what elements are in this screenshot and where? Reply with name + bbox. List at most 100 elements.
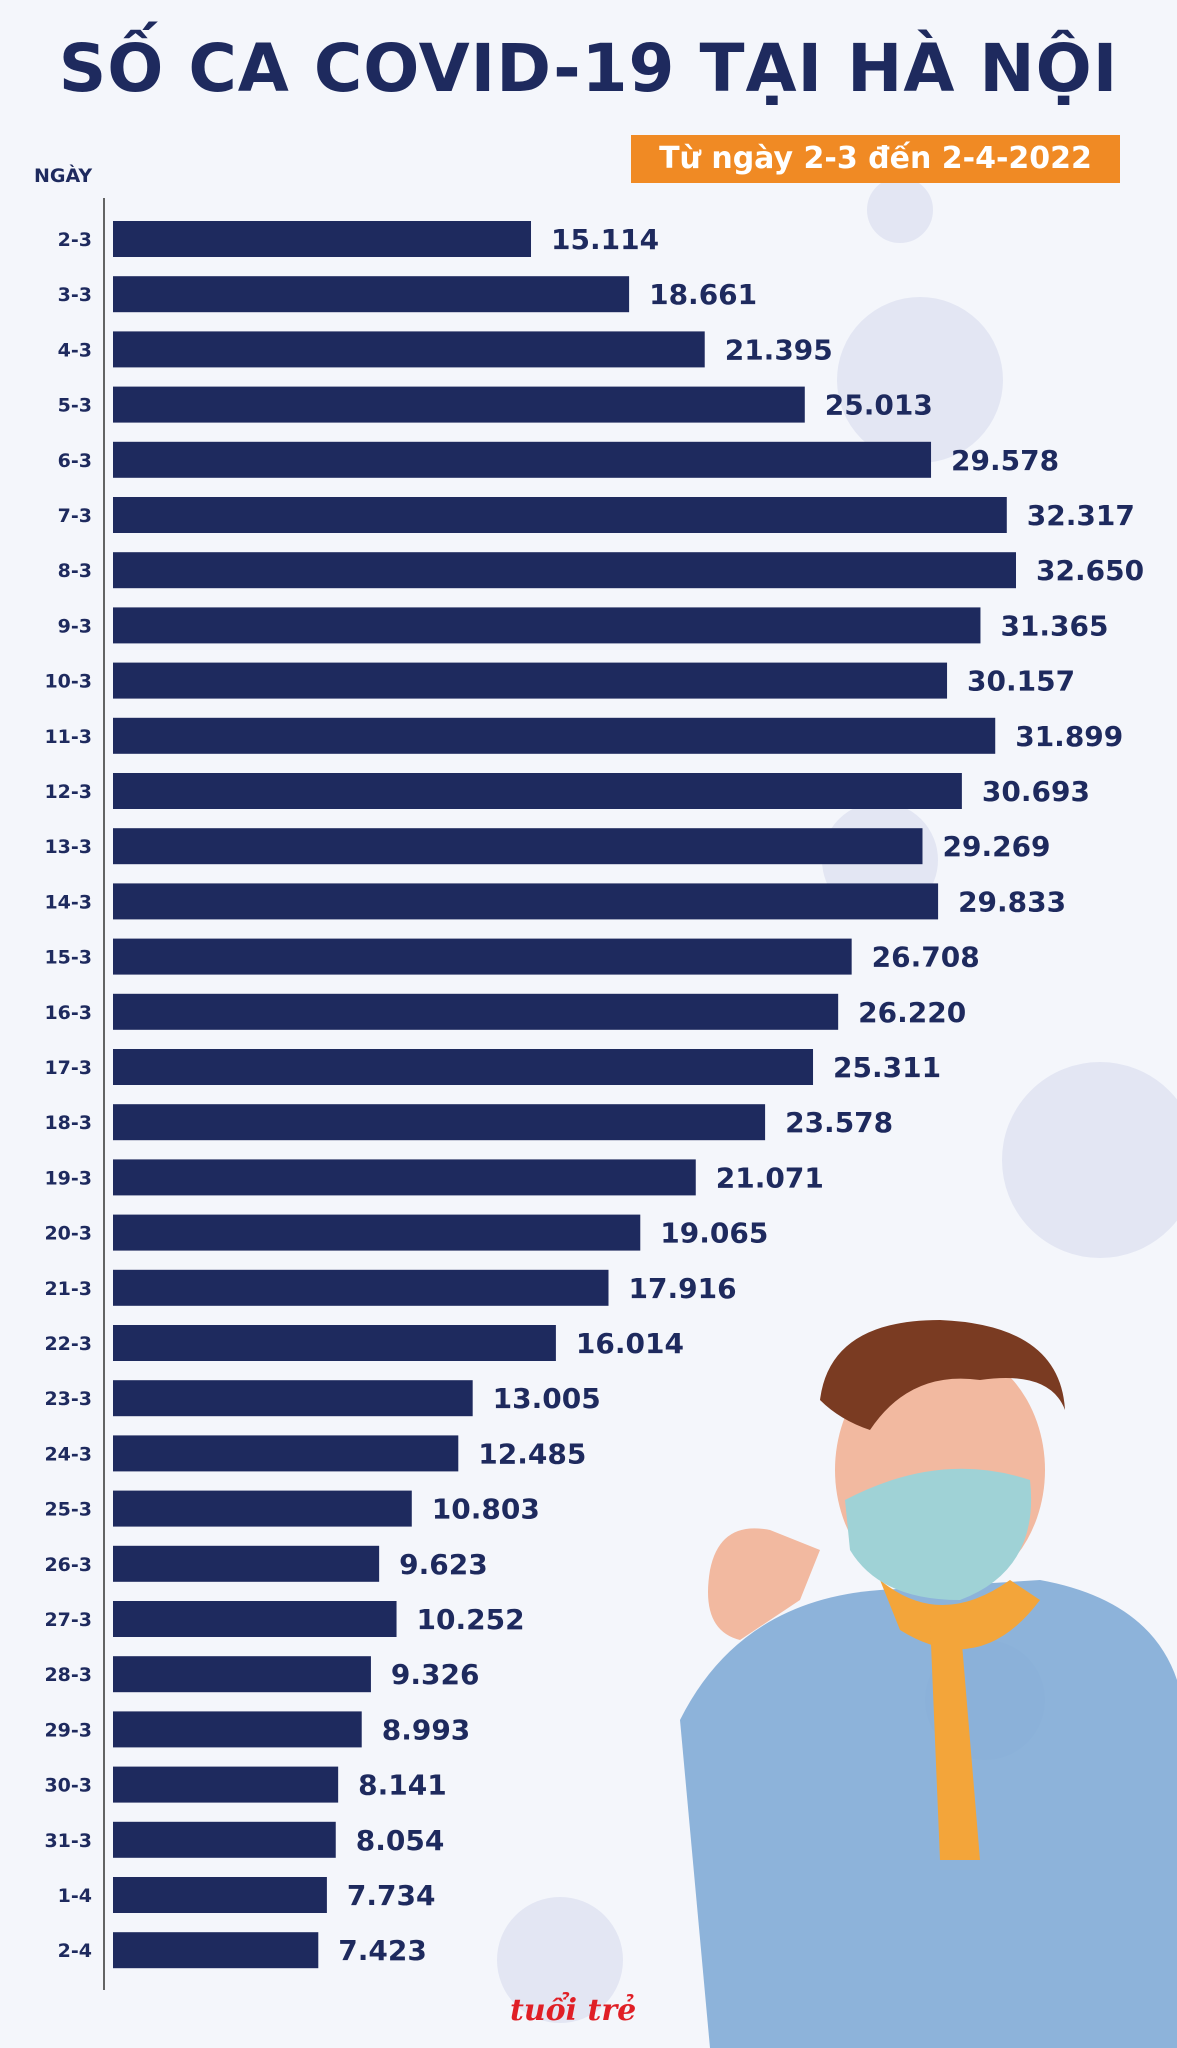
category-label: 22-3 <box>44 1333 92 1355</box>
bar <box>113 552 1016 589</box>
value-label: 9.326 <box>391 1658 480 1691</box>
bar <box>113 331 705 368</box>
category-label: 30-3 <box>44 1775 92 1797</box>
category-label: 14-3 <box>44 891 92 913</box>
bar <box>113 276 630 313</box>
value-label: 29.578 <box>951 444 1059 477</box>
category-label: 28-3 <box>44 1664 92 1686</box>
bar <box>113 1380 473 1417</box>
bar <box>113 1601 397 1637</box>
bar <box>113 1325 556 1361</box>
masked-person-illustration <box>680 1320 1177 2048</box>
value-label: 7.734 <box>347 1879 436 1912</box>
value-label: 10.803 <box>432 1493 540 1526</box>
value-label: 19.065 <box>660 1217 768 1250</box>
bar <box>113 717 996 754</box>
category-label: 6-3 <box>58 450 92 472</box>
category-label: 3-3 <box>58 284 92 306</box>
bar <box>113 828 923 865</box>
value-label: 26.708 <box>872 941 980 974</box>
category-label: 24-3 <box>44 1443 92 1465</box>
value-label: 30.157 <box>967 665 1075 698</box>
category-label: 31-3 <box>44 1830 92 1852</box>
bar <box>113 1104 766 1141</box>
bar <box>113 1435 459 1472</box>
bar <box>113 662 948 699</box>
bar <box>113 773 962 809</box>
category-label: 5-3 <box>58 395 92 417</box>
value-label: 17.916 <box>629 1272 737 1305</box>
bar <box>113 497 1007 533</box>
bar <box>113 1269 609 1306</box>
bar <box>113 1214 641 1251</box>
bar <box>113 883 939 920</box>
value-label: 16.014 <box>576 1327 684 1360</box>
bar <box>113 1049 814 1085</box>
category-label: 1-4 <box>58 1885 92 1907</box>
bar <box>113 1821 336 1858</box>
bar <box>113 1159 696 1196</box>
bar <box>113 938 852 975</box>
value-label: 12.485 <box>478 1437 586 1470</box>
bar <box>113 1711 362 1748</box>
bar <box>113 386 805 423</box>
category-label: 27-3 <box>44 1609 92 1631</box>
value-label: 23.578 <box>785 1106 893 1139</box>
bar <box>113 1766 339 1803</box>
bar <box>113 221 532 257</box>
value-label: 32.317 <box>1027 499 1135 532</box>
category-label: 12-3 <box>44 781 92 803</box>
value-label: 7.423 <box>338 1934 427 1967</box>
value-label: 21.071 <box>716 1161 824 1194</box>
bar <box>113 1932 319 1969</box>
value-label: 30.693 <box>982 775 1090 808</box>
category-label: 17-3 <box>44 1057 92 1079</box>
category-label: 26-3 <box>44 1554 92 1576</box>
category-label: 8-3 <box>58 560 92 582</box>
value-label: 25.013 <box>825 389 933 422</box>
category-label: 29-3 <box>44 1719 92 1741</box>
bar <box>113 607 981 644</box>
page-title: SỐ CA COVID-19 TẠI HÀ NỘI <box>58 30 1119 107</box>
category-label: 13-3 <box>44 836 92 858</box>
value-label: 8.993 <box>382 1713 471 1746</box>
value-label: 32.650 <box>1036 554 1144 587</box>
value-label: 31.365 <box>1000 609 1108 642</box>
bar <box>113 993 839 1030</box>
category-label: 16-3 <box>44 1002 92 1024</box>
category-label: 11-3 <box>44 726 92 748</box>
category-label: 10-3 <box>44 671 92 693</box>
value-label: 29.833 <box>958 885 1066 918</box>
category-label: 20-3 <box>44 1223 92 1245</box>
value-label: 15.114 <box>551 223 659 256</box>
bar <box>113 1656 371 1693</box>
category-label: 19-3 <box>44 1167 92 1189</box>
category-label: 2-3 <box>58 229 92 251</box>
value-label: 8.141 <box>358 1769 447 1802</box>
value-label: 13.005 <box>493 1382 601 1415</box>
value-label: 25.311 <box>833 1051 941 1084</box>
tuoi-tre-logo: tuổi trẻ <box>510 1993 637 2028</box>
category-label: 21-3 <box>44 1278 92 1300</box>
category-label: 9-3 <box>58 615 92 637</box>
value-label: 29.269 <box>942 830 1050 863</box>
bar <box>113 1877 327 1913</box>
value-label: 18.661 <box>649 278 757 311</box>
bar <box>113 441 932 478</box>
category-label: 15-3 <box>44 947 92 969</box>
category-label: 4-3 <box>58 339 92 361</box>
value-label: 9.623 <box>399 1548 488 1581</box>
category-label: 7-3 <box>58 505 92 527</box>
value-label: 31.899 <box>1015 720 1123 753</box>
value-label: 10.252 <box>417 1603 525 1636</box>
value-label: 8.054 <box>356 1824 445 1857</box>
category-label: 23-3 <box>44 1388 92 1410</box>
bar <box>113 1490 412 1527</box>
value-label: 21.395 <box>725 333 833 366</box>
category-label: 25-3 <box>44 1499 92 1521</box>
category-label: 18-3 <box>44 1112 92 1134</box>
category-label: 2-4 <box>58 1940 92 1962</box>
bar <box>113 1545 380 1582</box>
